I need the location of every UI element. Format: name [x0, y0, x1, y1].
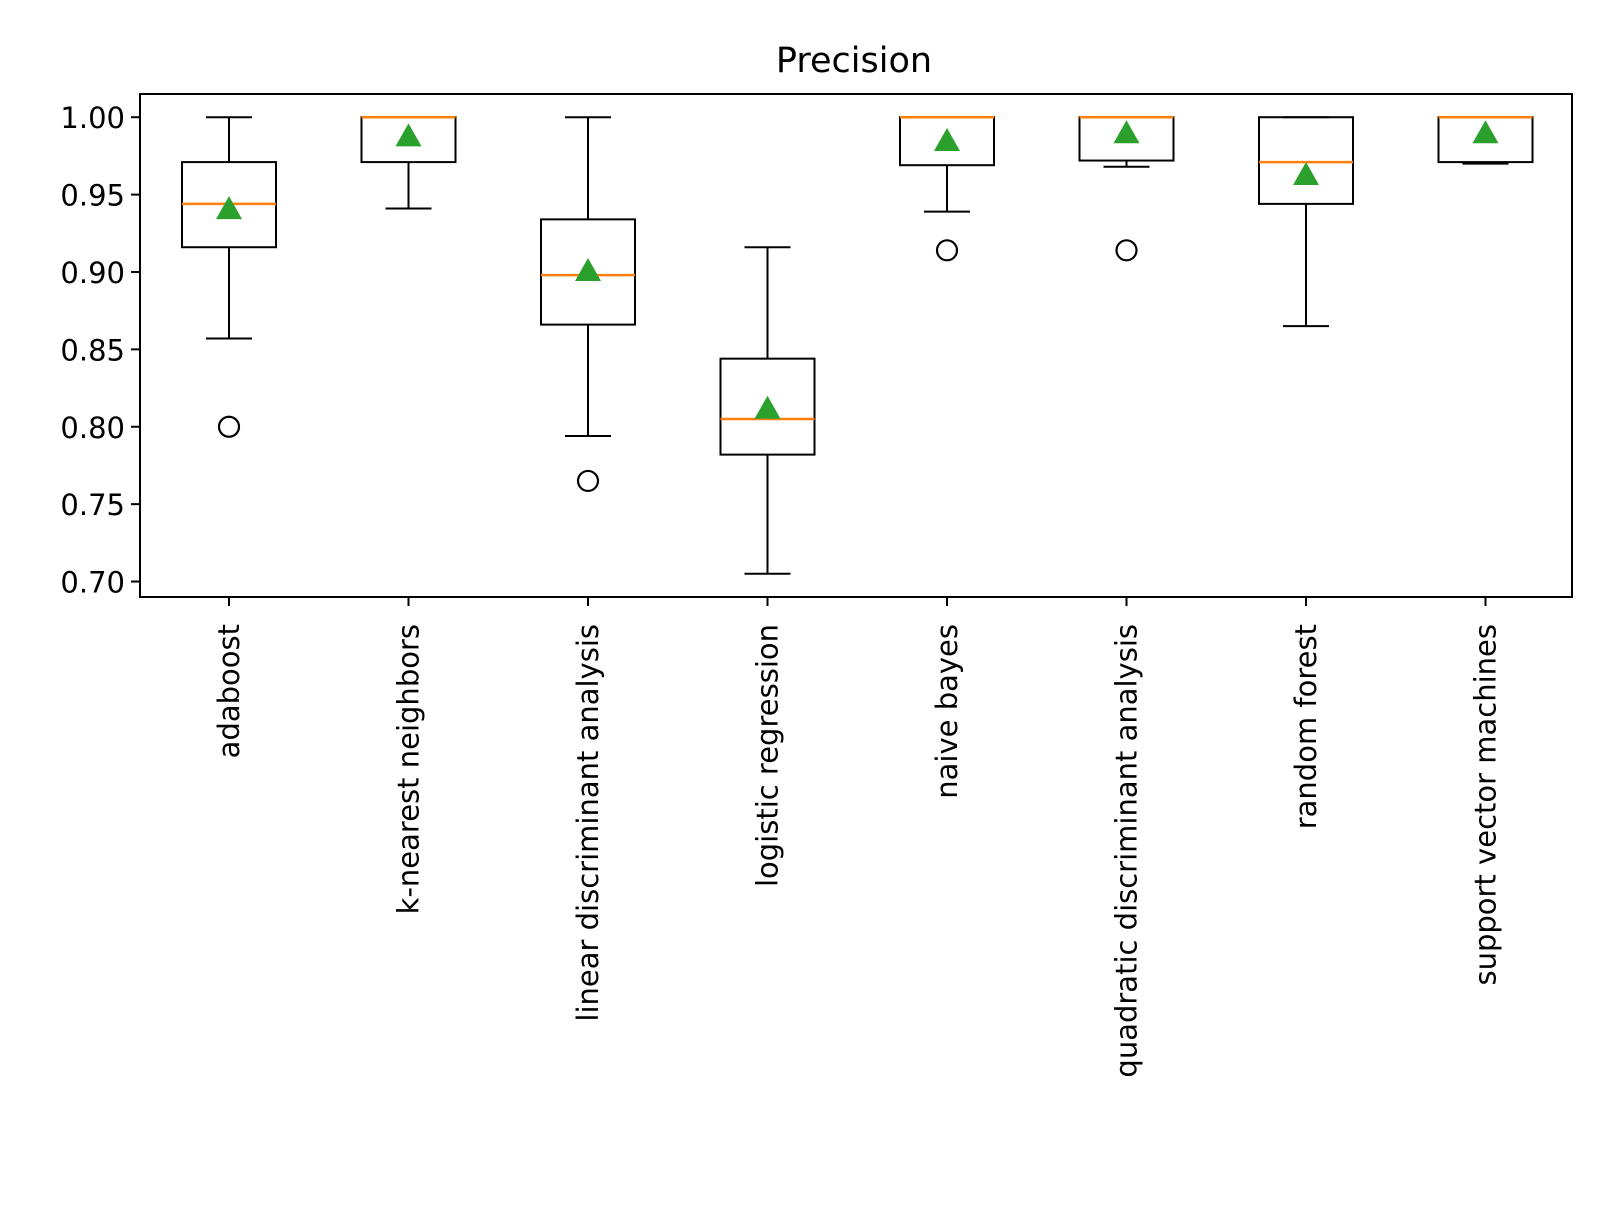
outlier-point [935, 239, 959, 262]
y-tick-label: 0.85 [60, 333, 125, 367]
outlier-point [576, 469, 600, 493]
mean-marker [1113, 120, 1140, 144]
mean-marker [934, 127, 960, 151]
box-iqr [540, 218, 636, 326]
plot-area: 0.70 0.75 0.80 0.85 0.90 0.95 1.00 adaboost k-ne… [60, 93, 1573, 1078]
x-tick-label: k-nearest neighbors [392, 624, 426, 914]
y-tick-label: 0.75 [60, 488, 125, 522]
mean-marker [754, 395, 781, 419]
mean-marker [1472, 120, 1499, 144]
y-tick-label: 0.95 [60, 179, 125, 213]
mean-marker [395, 123, 422, 147]
box-iqr [1258, 116, 1354, 205]
mean-marker [575, 257, 601, 281]
x-tick-label: linear discriminant analysis [571, 624, 605, 1022]
x-tick-label: adaboost [212, 624, 246, 758]
outlier-point [1115, 239, 1138, 262]
y-tick-label: 0.80 [60, 411, 125, 445]
chart-title: Precision [776, 41, 932, 81]
y-tick-label: 0.70 [60, 566, 125, 600]
mean-marker [1293, 162, 1319, 186]
outlier-point [217, 415, 241, 438]
x-tick-label: logistic regression [751, 624, 785, 887]
x-tick-label: random forest [1289, 624, 1323, 829]
x-tick-label: quadratic discriminant analysis [1110, 624, 1144, 1078]
mean-marker [216, 196, 242, 220]
x-tick-label: support vector machines [1469, 624, 1503, 986]
y-tick-label: 1.00 [60, 101, 125, 135]
plot-frame [139, 93, 1573, 598]
box-iqr [719, 357, 816, 456]
x-tick-label: naive bayes [930, 624, 964, 799]
y-tick-label: 0.90 [60, 256, 125, 290]
